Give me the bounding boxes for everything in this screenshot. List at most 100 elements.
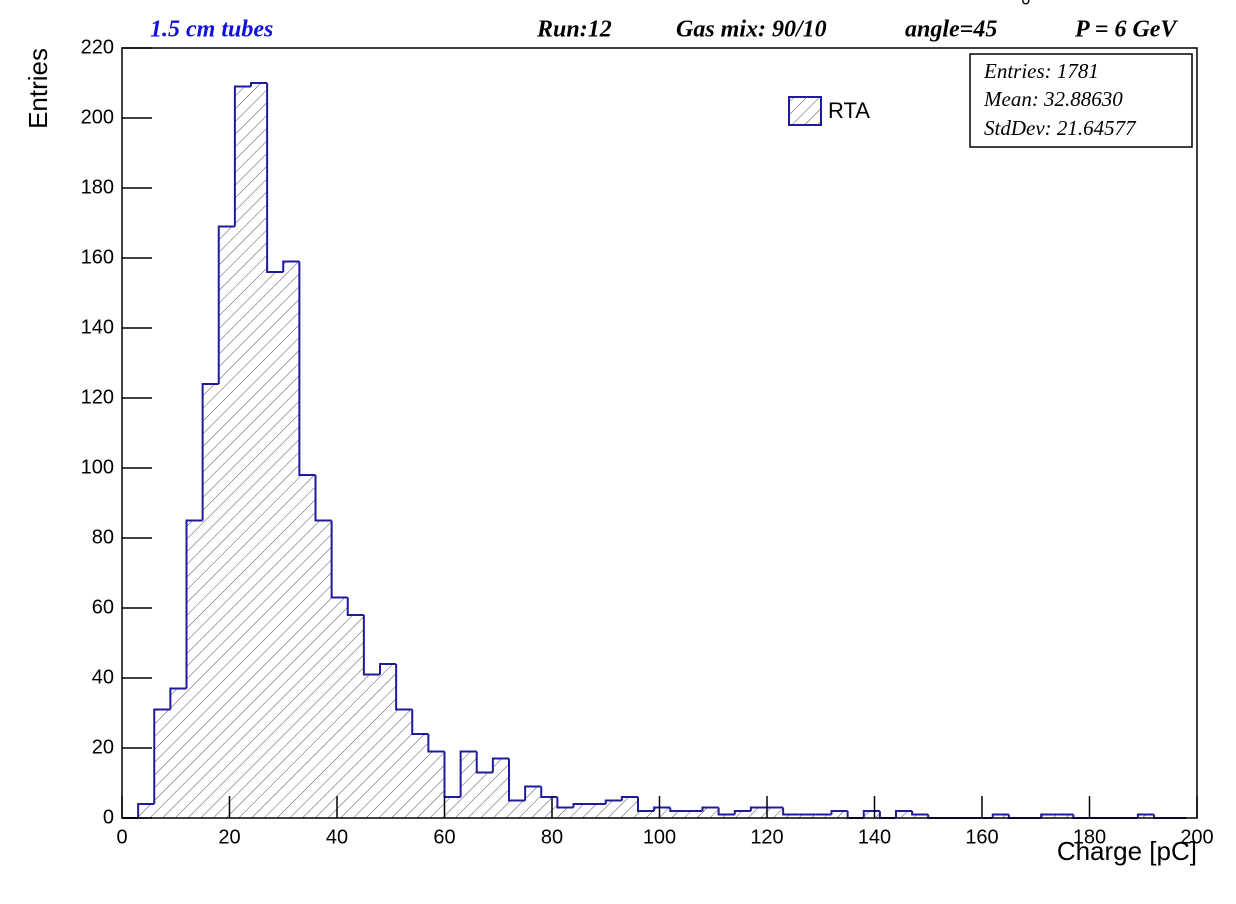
bar-outline [475,751,493,774]
bar [734,811,751,818]
bar-outline [298,261,316,476]
bar-outline [749,806,767,811]
bar [654,807,671,818]
bar-outline [282,260,300,272]
bar-outline [314,475,332,522]
x-tick-label: 0 [116,826,127,848]
bar [702,807,719,818]
bar-outline [653,806,671,811]
stats-text: Entries: 1781 [983,59,1099,83]
x-tick-label: 140 [858,826,891,848]
bar [767,807,784,818]
bar-outline [782,807,800,816]
bar [1041,814,1058,818]
bar [863,811,880,818]
y-tick-label: 180 [81,176,114,198]
header-annotation: P = 6 GeV [1074,17,1178,43]
bar-outline [153,708,171,804]
bar [799,814,816,818]
bar-outline [895,810,913,818]
x-tick-label: 180 [1073,826,1106,848]
x-tick-label: 40 [326,826,348,848]
bar-outline [379,663,397,675]
stats-text: StdDev: 21.64577 [984,116,1137,140]
bar [896,811,913,818]
bar [315,520,332,818]
bar [750,807,767,818]
bar [686,811,703,818]
y-tick-label: 200 [81,106,114,128]
chart-title: 1.5 cm tubes [150,17,273,43]
bar [992,814,1009,818]
bar-outline [669,807,687,812]
y-tick-label: 60 [92,596,114,618]
header-annotation: Run:12 [536,17,612,43]
stats-text: Mean: 32.88630 [983,87,1123,111]
header-annotation: ° [1020,0,1030,20]
bar [525,786,542,818]
bar [783,814,800,818]
header-annotation: Gas mix: 90/10 [676,17,827,43]
bar-outline [1040,813,1058,818]
bar [718,814,735,818]
bar-outline [717,807,735,816]
bar [299,475,316,818]
bar-outline [604,799,622,804]
y-tick-label: 0 [103,806,114,828]
bar [363,674,380,818]
y-tick-label: 220 [81,36,114,58]
bar-outline [427,734,445,753]
bar [509,800,526,818]
bar-outline [556,797,574,809]
bar-outline [733,810,751,815]
bar [1057,814,1074,818]
bar-outline [137,803,155,818]
bar [234,86,251,818]
bar-outline [911,811,929,816]
bar [476,772,493,818]
y-tick-label: 100 [81,456,114,478]
bar [1137,814,1154,818]
bar-outline [991,813,1009,818]
x-tick-label: 160 [965,826,998,848]
bar [251,83,268,818]
bar-outline [459,750,477,797]
bar-outline [830,810,848,815]
bar [267,272,284,818]
y-tick-label: 20 [92,736,114,758]
x-axis-label: Charge [pC] [1057,836,1197,866]
bar [154,709,171,818]
y-tick-label: 40 [92,666,114,688]
y-tick-label: 80 [92,526,114,548]
bar-outline [491,757,509,773]
bar-outline [524,785,542,801]
y-axis-label: Entries [23,48,53,129]
y-tick-label: 140 [81,316,114,338]
header-annotation: angle=45 [905,17,997,43]
bar-outline [540,786,558,798]
bar-outline [185,519,203,689]
bar-outline [620,796,638,801]
bar [460,751,477,818]
bar [557,807,574,818]
bar-outline [250,82,268,87]
bar [283,261,300,818]
bar [202,384,219,818]
bar [412,734,429,818]
bar-outline [217,225,235,384]
bar-outline [846,811,864,819]
bar [444,797,461,818]
bar-outline [878,811,896,819]
x-tick-label: 120 [750,826,783,848]
bar-outline [233,85,251,227]
stats-box [969,53,1193,148]
bar [573,804,590,818]
bar [831,811,848,818]
bar [138,804,155,818]
bar [589,804,606,818]
legend-label: RTA [828,98,870,123]
x-tick-label: 80 [541,826,563,848]
bar [396,709,413,818]
bar [492,758,509,818]
